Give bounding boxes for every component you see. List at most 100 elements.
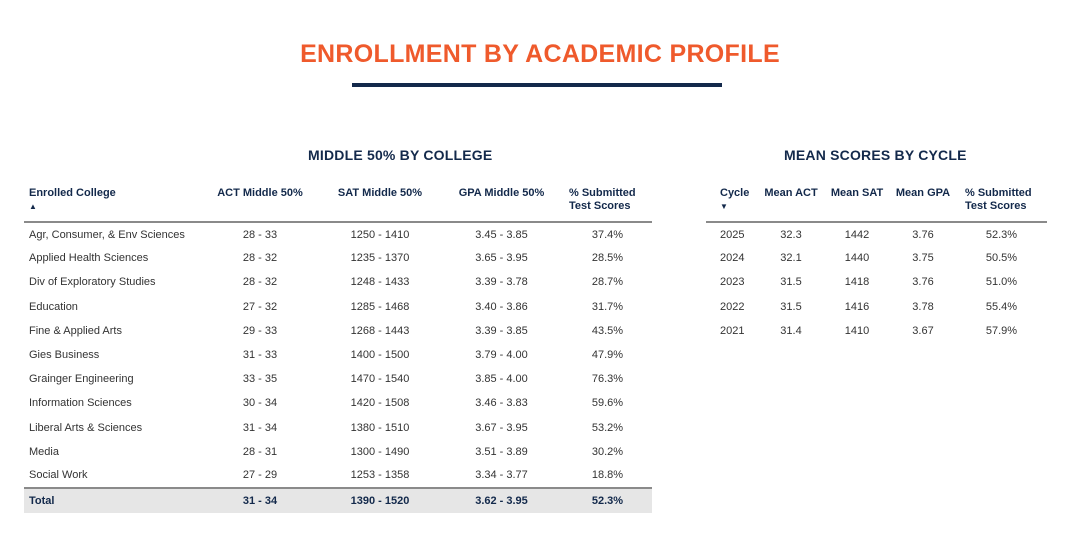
column-header-submitted[interactable]: % Submitted Test Scores <box>956 183 1047 223</box>
column-header-label: Cycle <box>720 187 750 199</box>
table-cell: 32.1 <box>780 252 802 265</box>
column-header-gpa[interactable]: GPA Middle 50% <box>440 183 563 223</box>
column-header-label: ACT Middle 50% <box>217 187 303 199</box>
table-cell: 1400 - 1500 <box>350 349 410 362</box>
table-cell: 1470 - 1540 <box>350 373 410 386</box>
column-header-sat[interactable]: SAT Middle 50% <box>320 183 440 223</box>
table-row: 2022 31.5 1416 3.78 55.4% <box>706 295 1047 319</box>
table-row: Social Work 27 - 29 1253 - 1358 3.34 - 3.77… <box>24 464 652 488</box>
table-row: Applied Health Sciences 28 - 32 1235 - 137… <box>24 246 652 270</box>
table-cell: 32.3 <box>780 228 802 241</box>
table-cell: 2021 <box>720 324 745 337</box>
table-cell: Education <box>29 300 78 313</box>
table-cell: 2022 <box>720 300 745 313</box>
page-title: ENROLLMENT BY ACADEMIC PROFILE <box>300 40 780 68</box>
column-header-enrolled-college[interactable]: Enrolled College ▲ <box>24 183 200 223</box>
table-cell: 3.76 <box>912 228 934 241</box>
table-row: Div of Exploratory Studies 28 - 32 1248 - … <box>24 270 652 294</box>
total-cell: 1390 - 1520 <box>320 487 440 514</box>
table-row: 2025 32.3 1442 3.76 52.3% <box>706 222 1047 246</box>
column-header-act[interactable]: ACT Middle 50% <box>200 183 320 223</box>
column-header-label: Enrolled College <box>29 187 116 199</box>
table-row: Education 27 - 32 1285 - 1468 3.40 - 3.86 31… <box>24 295 652 319</box>
table-row: Fine & Applied Arts 29 - 33 1268 - 1443 3.3… <box>24 319 652 343</box>
table-cell: 3.75 <box>912 252 934 265</box>
column-header-label: Mean ACT <box>764 187 818 199</box>
table-cell: 1300 - 1490 <box>350 445 410 458</box>
table-cell: 31 - 34 <box>242 421 278 434</box>
table-cell: 1248 - 1433 <box>350 276 410 289</box>
table-cell: 1380 - 1510 <box>350 421 410 434</box>
table-cell: 1440 <box>844 252 870 265</box>
table-cell: 33 - 35 <box>242 373 278 386</box>
table-row: Gies Business 31 - 33 1400 - 1500 3.79 - 4.… <box>24 343 652 367</box>
table-row: 2023 31.5 1418 3.76 51.0% <box>706 270 1047 294</box>
table-cell: 31.5 <box>780 276 802 289</box>
total-row: Total 31 - 34 1390 - 1520 3.62 - 3.95 52.3% <box>24 487 652 514</box>
sort-descending-icon[interactable]: ▼ <box>720 202 728 211</box>
table-cell: 3.46 - 3.83 <box>475 397 528 410</box>
table-cell: 1268 - 1443 <box>350 324 410 337</box>
table-cell: 2025 <box>720 228 745 241</box>
table-row: Grainger Engineering 33 - 35 1470 - 1540 3.… <box>24 367 652 391</box>
table-cell: 55.4% <box>985 300 1018 313</box>
table-cell: 31.5 <box>780 300 802 313</box>
total-cell: 31 - 34 <box>200 487 320 514</box>
table-cell: Gies Business <box>29 349 100 362</box>
table-row: Information Sciences 30 - 34 1420 - 1508 3.… <box>24 391 652 415</box>
table-cell: 28.7% <box>591 276 624 289</box>
table-cell: 3.34 - 3.77 <box>475 469 528 482</box>
column-header-mean-sat[interactable]: Mean SAT <box>824 183 890 223</box>
table-cell: 30 - 34 <box>242 397 278 410</box>
table-row: 2021 31.4 1410 3.67 57.9% <box>706 319 1047 343</box>
column-header-cycle[interactable]: Cycle ▼ <box>706 183 758 223</box>
table-cell: Applied Health Sciences <box>29 252 149 265</box>
cycle-table-header-row: Cycle ▼ Mean ACT Mean SAT Mean GPA % Sub… <box>706 183 1047 223</box>
title-underline <box>352 83 722 87</box>
cycle-table: Cycle ▼ Mean ACT Mean SAT Mean GPA % Sub… <box>706 183 1047 343</box>
cycle-section-title: MEAN SCORES BY CYCLE <box>784 147 967 163</box>
total-cell: 3.62 - 3.95 <box>440 487 563 514</box>
table-cell: Liberal Arts & Sciences <box>29 421 143 434</box>
table-cell: Agr, Consumer, & Env Sciences <box>29 228 185 241</box>
table-cell: 1285 - 1468 <box>350 300 410 313</box>
table-cell: 43.5% <box>591 324 624 337</box>
table-cell: 1420 - 1508 <box>350 397 410 410</box>
table-cell: 31.4 <box>780 324 802 337</box>
table-cell: 76.3% <box>591 373 624 386</box>
table-row: 2024 32.1 1440 3.75 50.5% <box>706 246 1047 270</box>
table-cell: 1235 - 1370 <box>350 252 410 265</box>
table-cell: 27 - 32 <box>242 300 278 313</box>
table-cell: Social Work <box>29 469 88 482</box>
table-cell: 50.5% <box>985 252 1018 265</box>
table-cell: 1416 <box>844 300 870 313</box>
table-cell: 28 - 32 <box>242 252 278 265</box>
college-table-header-row: Enrolled College ▲ ACT Middle 50% SAT Mi… <box>24 183 652 223</box>
table-cell: 3.65 - 3.95 <box>475 252 528 265</box>
column-header-submitted[interactable]: % Submitted Test Scores <box>563 183 652 223</box>
table-cell: 3.51 - 3.89 <box>475 445 528 458</box>
table-cell: 57.9% <box>985 324 1018 337</box>
table-cell: Div of Exploratory Studies <box>29 276 156 289</box>
table-cell: 28 - 33 <box>242 228 278 241</box>
total-cell: 52.3% <box>563 487 652 514</box>
column-header-mean-gpa[interactable]: Mean GPA <box>890 183 956 223</box>
table-cell: 3.39 - 3.85 <box>475 324 528 337</box>
column-header-mean-act[interactable]: Mean ACT <box>758 183 824 223</box>
college-table: Enrolled College ▲ ACT Middle 50% SAT Mi… <box>24 183 652 514</box>
table-cell: Information Sciences <box>29 397 132 410</box>
table-cell: 53.2% <box>591 421 624 434</box>
table-cell: Grainger Engineering <box>29 373 134 386</box>
table-cell: 3.85 - 4.00 <box>475 373 528 386</box>
table-row: Media 28 - 31 1300 - 1490 3.51 - 3.89 30.2% <box>24 440 652 464</box>
table-cell: 28 - 31 <box>242 445 278 458</box>
table-cell: 3.67 - 3.95 <box>475 421 528 434</box>
table-cell: 2024 <box>720 252 745 265</box>
table-cell: 51.0% <box>985 276 1018 289</box>
table-cell: 52.3% <box>985 228 1018 241</box>
column-header-label: Mean SAT <box>830 187 884 199</box>
sort-ascending-icon[interactable]: ▲ <box>29 202 37 211</box>
column-header-label: GPA Middle 50% <box>458 187 545 199</box>
table-cell: 3.67 <box>912 324 934 337</box>
table-cell: 28.5% <box>591 252 624 265</box>
